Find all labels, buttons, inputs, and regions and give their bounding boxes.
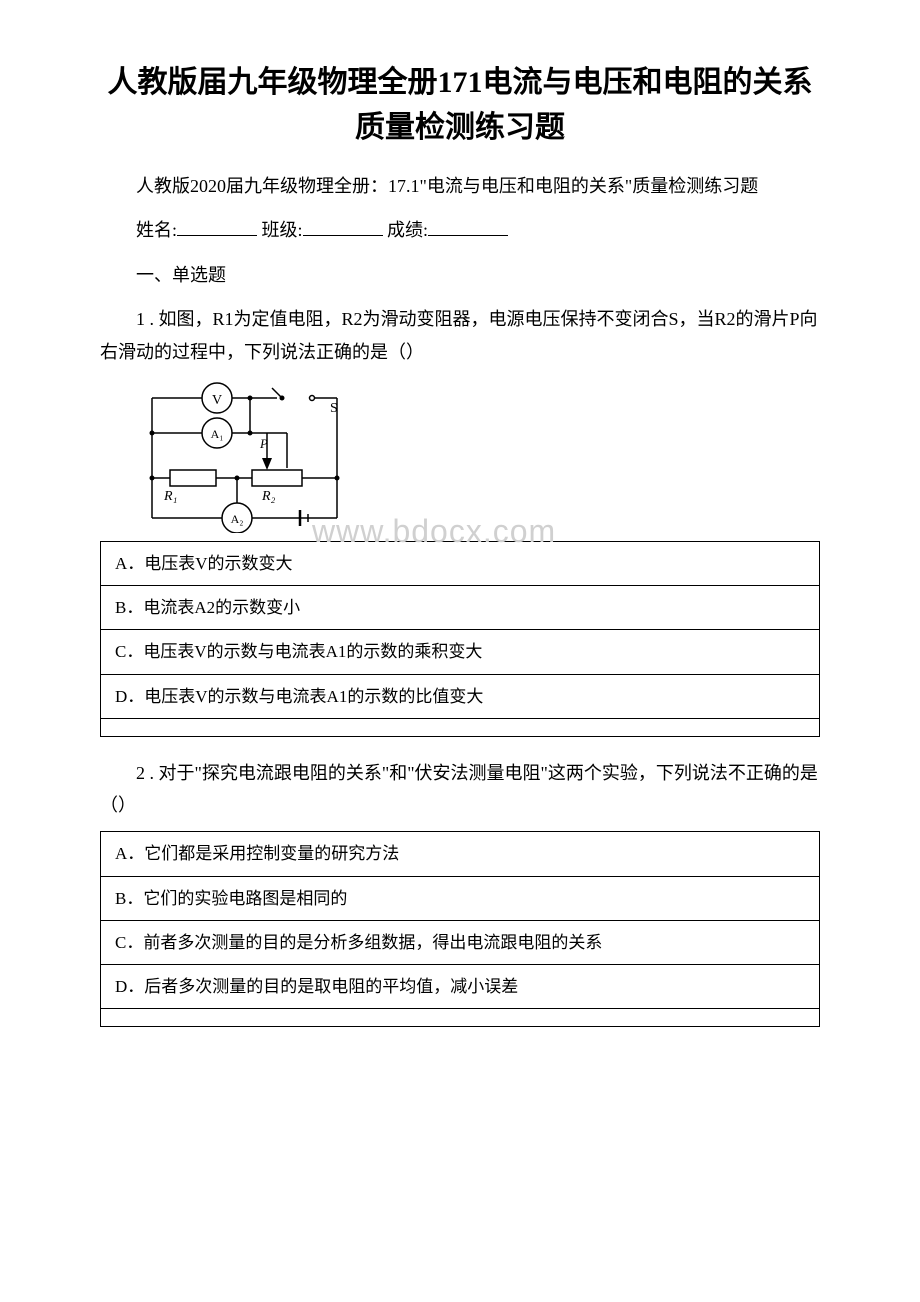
score-label: 成绩: — [387, 220, 428, 240]
q2-empty-row — [101, 1009, 820, 1027]
ammeter-a1-label: A₁ — [211, 427, 224, 441]
q1-empty-row — [101, 718, 820, 736]
circuit-diagram-container: V S A₁ P — [132, 378, 820, 533]
voltmeter-label: V — [212, 393, 222, 408]
name-blank — [177, 215, 257, 237]
q1-option-c: C．电压表V的示数与电流表A1的示数的乘积变大 — [101, 630, 820, 674]
name-label: 姓名: — [136, 220, 177, 240]
ammeter-a2-label: A₂ — [231, 512, 244, 526]
score-blank — [428, 215, 508, 237]
r2-label: R₂ — [261, 489, 276, 504]
q2-option-b: B．它们的实验电路图是相同的 — [101, 876, 820, 920]
q1-option-d: D．电压表V的示数与电流表A1的示数的比值变大 — [101, 674, 820, 718]
question-2-text: 2 . 对于"探究电流跟电阻的关系"和"伏安法测量电阻"这两个实验，下列说法不正… — [100, 757, 820, 822]
q2-option-c: C．前者多次测量的目的是分析多组数据，得出电流跟电阻的关系 — [101, 920, 820, 964]
question-1-options-table: A．电压表V的示数变大 B．电流表A2的示数变小 C．电压表V的示数与电流表A1… — [100, 541, 820, 737]
section-heading: 一、单选题 — [100, 259, 820, 291]
q2-option-a: A．它们都是采用控制变量的研究方法 — [101, 832, 820, 876]
document-subtitle: 人教版2020届九年级物理全册：17.1"电流与电压和电阻的关系"质量检测练习题 — [100, 170, 820, 202]
class-label: 班级: — [262, 220, 303, 240]
r1-label: R₁ — [163, 489, 177, 504]
q2-option-d: D．后者多次测量的目的是取电阻的平均值，减小误差 — [101, 965, 820, 1009]
q1-option-b: B．电流表A2的示数变小 — [101, 586, 820, 630]
question-1-text: 1 . 如图，R1为定值电阻，R2为滑动变阻器，电源电压保持不变闭合S，当R2的… — [100, 303, 820, 368]
watermark: www.bdocx.com — [312, 513, 556, 550]
document-title: 人教版届九年级物理全册171电流与电压和电阻的关系质量检测练习题 — [100, 60, 820, 150]
question-2-options-table: A．它们都是采用控制变量的研究方法 B．它们的实验电路图是相同的 C．前者多次测… — [100, 831, 820, 1027]
student-info-line: 姓名: 班级: 成绩: — [100, 214, 820, 246]
class-blank — [303, 215, 383, 237]
circuit-diagram: V S A₁ P — [132, 378, 362, 533]
